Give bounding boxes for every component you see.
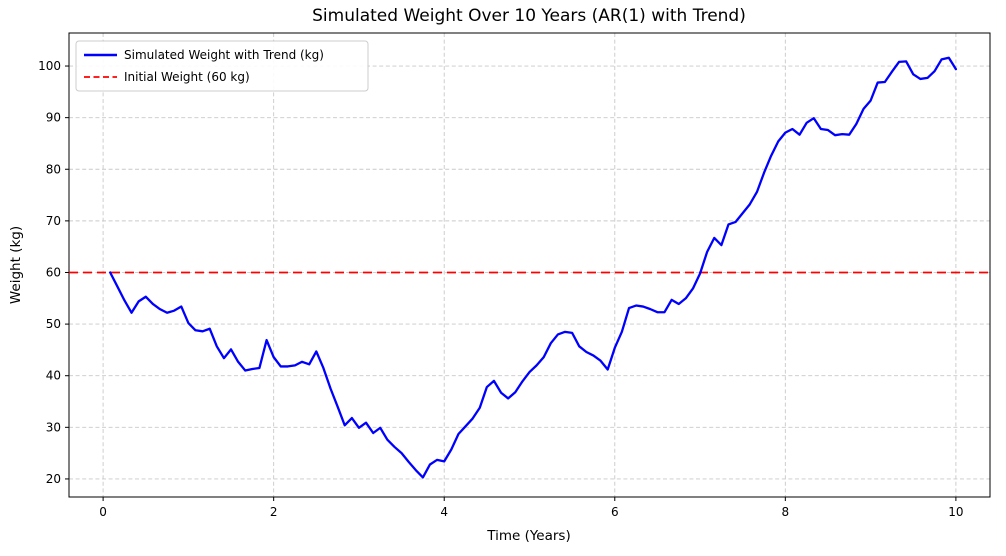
y-tick-label: 20 [46, 472, 61, 486]
y-tick-label: 90 [46, 111, 61, 125]
grid [69, 33, 990, 497]
x-tick-label: 4 [440, 505, 448, 519]
y-tick-label: 50 [46, 317, 61, 331]
legend: Simulated Weight with Trend (kg) Initial… [75, 40, 369, 92]
y-tick-label: 30 [46, 420, 61, 434]
y-tick-label: 40 [46, 369, 61, 383]
axis-ticks [65, 65, 957, 501]
plot-area [68, 32, 991, 498]
x-axis-label: Time (Years) [486, 528, 570, 544]
y-axis-label: Weight (kg) [8, 226, 24, 304]
y-tick-label: 80 [46, 162, 61, 176]
x-tick-label: 0 [99, 505, 107, 519]
legend-label-initial-weight-line: Initial Weight (60 kg) [124, 70, 250, 84]
chart-title: Simulated Weight Over 10 Years (AR(1) wi… [312, 6, 746, 26]
y-tick-label: 100 [38, 59, 61, 73]
series-layer [69, 56, 990, 479]
axis-tick-labels: 0 2 4 6 8 10 20 30 40 50 60 70 80 90 100 [38, 59, 963, 519]
y-tick-label: 70 [46, 214, 61, 228]
y-tick-label: 60 [46, 265, 61, 279]
x-tick-label: 6 [611, 505, 619, 519]
weight-line [109, 56, 958, 479]
legend-box [75, 40, 369, 92]
legend-label-weight-line: Simulated Weight with Trend (kg) [124, 48, 324, 62]
x-tick-label: 10 [948, 505, 963, 519]
x-tick-label: 2 [270, 505, 278, 519]
x-tick-label: 8 [782, 505, 790, 519]
